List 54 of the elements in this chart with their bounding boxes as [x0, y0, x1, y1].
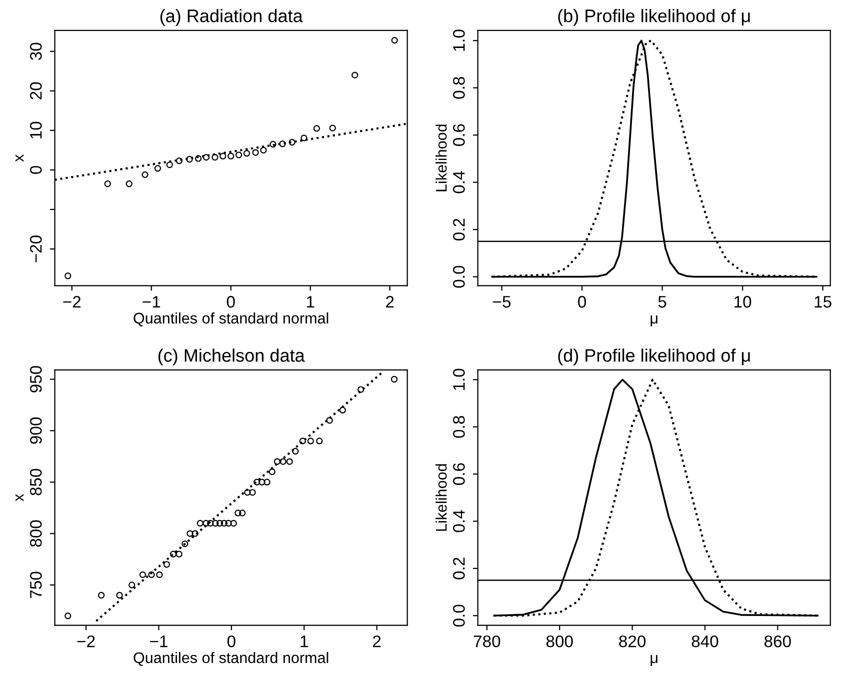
x-tick-label: 1 — [300, 636, 308, 648]
chart-title: (c) Michelson data — [158, 348, 305, 366]
x-tick-label: 820 — [619, 635, 646, 648]
y-tick-label: 0.0 — [453, 604, 465, 627]
y-tick-label: −20 — [30, 235, 42, 262]
y-tick-label: 950 — [30, 366, 42, 392]
y-tick-label: 0.4 — [453, 510, 465, 532]
x-tick-label: 0 — [578, 296, 586, 308]
x-tick-label: 5 — [658, 296, 666, 308]
x-tick-label: 0 — [227, 635, 236, 648]
x-tick-label: −1 — [150, 636, 168, 648]
x-tick-label: 1 — [306, 296, 314, 308]
x-tick-label: 860 — [764, 635, 791, 648]
x-tick-label: −5 — [493, 296, 511, 308]
y-tick-label: 0.2 — [453, 558, 465, 580]
x-tick-label: 15 — [814, 296, 832, 308]
x-tick-label: 10 — [734, 296, 752, 308]
y-tick-label: 30 — [30, 42, 42, 60]
x-axis-title: Quantiles of standard normal — [134, 652, 328, 666]
x-tick-label: 0 — [226, 296, 235, 308]
y-tick-label: 20 — [30, 82, 42, 100]
y-tick-label: 750 — [30, 572, 42, 598]
x-tick-label: −1 — [142, 296, 160, 308]
y-tick-label: 900 — [30, 417, 42, 444]
x-tick-label: 780 — [474, 635, 500, 648]
y-tick-label: 0 — [30, 166, 42, 174]
y-tick-label: 800 — [30, 520, 42, 547]
y-tick-label: 0.8 — [453, 416, 465, 438]
y-axis-title: x — [16, 154, 24, 162]
y-axis-title: Likelihood — [436, 464, 447, 531]
x-axis-title: Quantiles of standard normal — [134, 312, 328, 326]
y-tick-label: 0.6 — [453, 124, 465, 146]
y-tick-label: 0.4 — [453, 171, 465, 194]
x-axis-title: μ — [650, 315, 658, 326]
x-tick-label: −2 — [63, 296, 81, 308]
y-tick-label: 1.0 — [453, 368, 465, 390]
y-axis-title: x — [16, 494, 24, 502]
y-tick-label: 0.0 — [453, 266, 465, 288]
y-tick-label: 0.8 — [453, 76, 465, 99]
x-tick-label: 800 — [546, 635, 573, 648]
x-tick-label: −2 — [77, 635, 95, 648]
y-tick-label: 10 — [30, 122, 42, 138]
x-tick-label: 2 — [386, 296, 394, 308]
chart-title: (a) Radiation data — [160, 9, 303, 26]
chart-title: (d) Profile likelihood of μ — [558, 348, 750, 366]
y-axis-title: Likelihood — [436, 124, 447, 192]
y-tick-label: 0.6 — [453, 463, 465, 485]
y-tick-label: 0.2 — [453, 218, 465, 240]
x-axis-title: μ — [650, 654, 658, 666]
y-tick-label: 1.0 — [453, 30, 465, 51]
chart-title: (b) Profile likelihood of μ — [558, 9, 750, 26]
x-tick-label: 2 — [373, 635, 381, 648]
y-tick-label: 850 — [30, 468, 42, 496]
x-tick-label: 840 — [692, 635, 718, 648]
